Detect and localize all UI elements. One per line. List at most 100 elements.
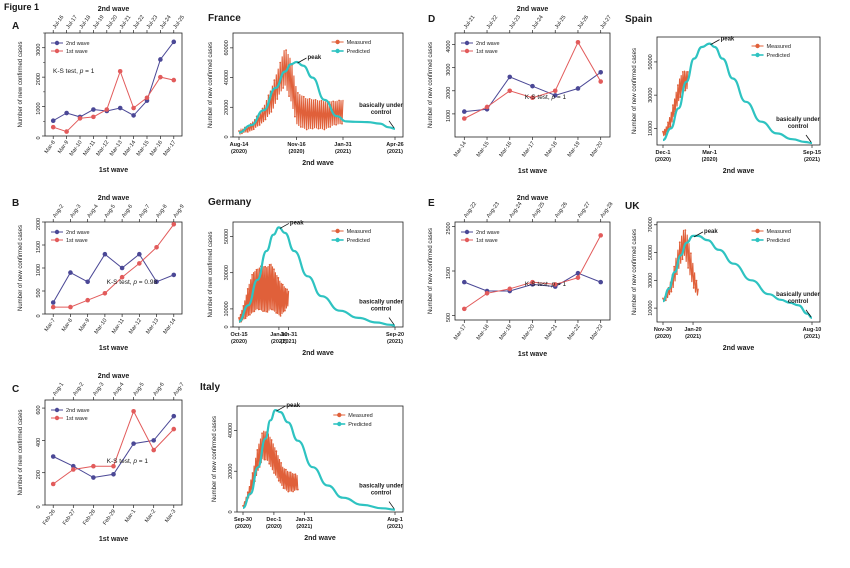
x-tick-date: Jan-31: [334, 142, 351, 148]
x-tick-label-1st: Mar-17: [521, 141, 536, 159]
x-tick-year: (2020): [235, 524, 251, 530]
x-tick-year: (2021): [685, 334, 701, 340]
series-point-1st-wave: [119, 274, 125, 280]
x-axis-title: 2nd wave: [723, 168, 755, 175]
peak-label: peak: [721, 37, 735, 43]
control-label-line: control: [371, 110, 392, 116]
series-point-2nd-wave: [71, 463, 76, 469]
measured-point: [256, 449, 259, 451]
series-point-1st-wave: [68, 304, 73, 310]
y-tick-label: 500: [36, 288, 42, 297]
series-point-1st-wave: [50, 481, 56, 487]
ks-prefix: K-S test,: [53, 68, 80, 75]
y-axis-label: Number of new confirmed cases: [208, 42, 214, 128]
measured-point: [262, 310, 264, 313]
x-tick-label-2nd: Jul-16: [52, 14, 66, 30]
x-tick-label-2nd: Aug-3: [92, 382, 105, 397]
measured-point: [308, 98, 311, 100]
measured-series-line: [662, 229, 699, 302]
measured-point: [282, 87, 285, 89]
series-point-1st-wave: [91, 114, 96, 120]
x-tick-label-1st: Mar-21: [544, 324, 559, 342]
x-tick-date: Jan-31: [296, 517, 313, 523]
series-point-1st-wave: [71, 467, 76, 472]
y-tick-label: 4000: [446, 40, 452, 52]
y-tick-label: 1000: [446, 110, 452, 122]
x-tick-label-2nd: Jul-17: [65, 14, 79, 30]
control-label-line: control: [371, 307, 392, 313]
series-point-1st-wave: [575, 39, 581, 45]
panel-letter: B: [12, 198, 19, 209]
x-tick-label-1st: Mar-10: [69, 140, 84, 158]
series-point-1st-wave: [131, 409, 136, 414]
measured-point: [662, 297, 664, 300]
control-label-line: control: [371, 491, 392, 497]
measured-point: [279, 314, 282, 317]
series-point-2nd-wave: [117, 105, 123, 111]
measured-point: [268, 263, 271, 266]
y-tick-label: 3000: [446, 64, 452, 76]
measured-point: [284, 309, 286, 312]
control-label: basically under control: [359, 300, 403, 313]
x-tick-label-2nd: Aug-2: [72, 382, 85, 397]
measured-point: [689, 252, 692, 255]
x-tick-label-2nd: Jul-23: [508, 14, 522, 30]
x-axis-title: 2nd wave: [302, 160, 334, 167]
x-tick-year: (2020): [655, 334, 671, 340]
x-tick-label-1st: Feb-26: [42, 509, 57, 527]
plot-frame: [232, 32, 404, 138]
series-line-1st-wave: [53, 69, 174, 133]
ks-prefix: K-S test,: [525, 94, 552, 101]
legend-marker-predicted: [337, 421, 342, 427]
y-tick-label: 40000: [224, 70, 230, 85]
series-line-2nd-wave: [52, 253, 174, 303]
legend-marker: [54, 415, 60, 421]
x-tick-label-1st: Mar-19: [567, 141, 582, 159]
control-label: basically under control: [359, 484, 403, 497]
series-point-2nd-wave: [171, 272, 177, 278]
x-tick-year: (2021): [804, 334, 820, 340]
panel-d-prediction: 10000 30000 50000 Number of new confirmed c…: [632, 36, 821, 175]
x-tick-label-1st: Mar-15: [136, 140, 151, 158]
y-tick-label: 0: [224, 325, 230, 328]
ks-prefix: K-S test,: [107, 279, 134, 286]
measured-point: [238, 317, 240, 319]
measured-point: [672, 104, 674, 107]
measured-point: [270, 111, 273, 113]
series-point-1st-wave: [171, 77, 177, 83]
x-tick-label-2nd: Aug-8: [155, 204, 168, 219]
top-axis-title: 2nd wave: [517, 6, 549, 13]
measured-point: [662, 130, 664, 133]
series-point-1st-wave: [462, 116, 467, 121]
x-tick-label-1st: Mar-13: [145, 318, 160, 336]
x-tick-label-1st: Mar-20: [589, 141, 604, 159]
ks-test-annotation: K-S test, p = 0.98: [107, 279, 158, 286]
predicted-series-line: [662, 234, 813, 319]
x-tick-year: (2020): [231, 149, 247, 155]
y-tick-label: 600: [36, 405, 42, 414]
series-point-1st-wave: [171, 426, 177, 432]
x-tick-label-2nd: Aug-27: [577, 201, 592, 219]
x-tick-label-2nd: Jul-24: [531, 14, 545, 30]
measured-point: [264, 265, 267, 268]
series-point-2nd-wave: [111, 472, 116, 477]
x-tick-label-1st: Mar-14: [122, 140, 137, 158]
y-tick-label: 1500: [36, 241, 42, 253]
panel-d-wave-compare: D Spain 1000 2000 3000 4000 Number of new conf…: [428, 6, 652, 175]
x-tick-label-1st: Mar-8: [61, 318, 74, 333]
y-tick-label: 2000: [36, 73, 42, 85]
y-tick-label: 20000: [228, 464, 234, 479]
control-label-line: control: [788, 299, 809, 305]
series-point-1st-wave: [158, 74, 163, 80]
series-point-1st-wave: [50, 304, 56, 310]
measured-point: [282, 487, 285, 489]
control-pointer: [388, 317, 395, 325]
x-tick-label-2nd: Aug-28: [599, 201, 614, 219]
measured-point: [332, 100, 335, 103]
x-tick-label-2nd: Aug-3: [69, 204, 82, 219]
measured-point: [242, 504, 244, 507]
country-name: Italy: [200, 382, 220, 393]
measured-point: [264, 118, 267, 121]
x-tick-label-1st: Mar-9: [57, 140, 70, 155]
y-tick-label: 400: [36, 438, 42, 447]
